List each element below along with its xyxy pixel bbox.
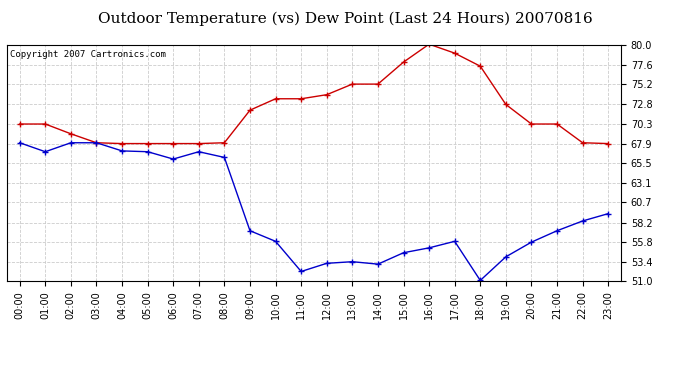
Text: Outdoor Temperature (vs) Dew Point (Last 24 Hours) 20070816: Outdoor Temperature (vs) Dew Point (Last… [97,11,593,26]
Text: Copyright 2007 Cartronics.com: Copyright 2007 Cartronics.com [10,50,166,59]
